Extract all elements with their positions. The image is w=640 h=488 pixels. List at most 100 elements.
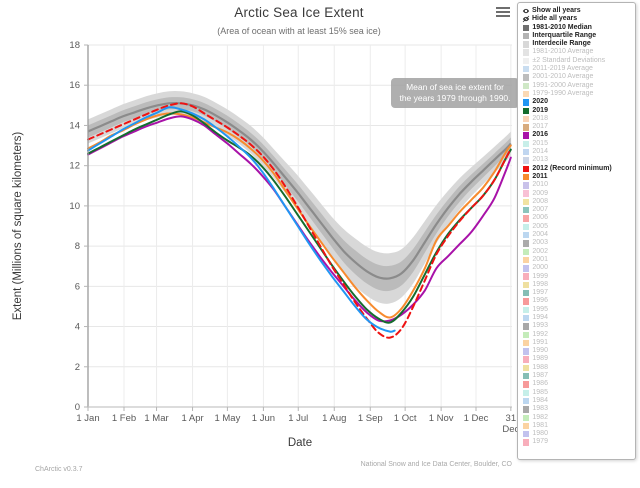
legend-item-2014[interactable]: 2014 [522, 148, 635, 156]
legend-item-1981-2010-median[interactable]: 1981-2010 Median [522, 24, 635, 32]
legend-item-1984[interactable]: 1984 [522, 397, 635, 405]
legend-item-label: 1999 [532, 272, 548, 280]
legend-swatch [523, 165, 530, 172]
legend-swatch [523, 397, 530, 405]
legend-item-1995[interactable]: 1995 [522, 306, 635, 314]
legend-item-2005[interactable]: 2005 [522, 223, 635, 231]
legend-item-1996[interactable]: 1996 [522, 297, 635, 305]
legend-item-2020[interactable]: 2020 [522, 98, 635, 106]
y-tick-label: 0 [75, 402, 80, 413]
legend-item-label: 1986 [532, 380, 548, 388]
legend-item-2017[interactable]: 2017 [522, 123, 635, 131]
legend-item-1990[interactable]: 1990 [522, 347, 635, 355]
export-menu-button[interactable] [496, 7, 512, 20]
legend-item-label: 2019 [532, 106, 548, 114]
legend-swatch [523, 57, 530, 65]
legend-swatch [523, 107, 530, 114]
legend-item-2-standard-deviations[interactable]: ±2 Standard Deviations [522, 57, 635, 65]
legend-item-1986[interactable]: 1986 [522, 380, 635, 388]
legend-item-2015[interactable]: 2015 [522, 140, 635, 148]
x-tick-label: 1 Mar [144, 413, 168, 424]
legend-swatch [523, 298, 530, 305]
legend-swatch [523, 132, 530, 139]
legend-item-2001-2010-average[interactable]: 2001-2010 Average [522, 73, 635, 81]
legend-swatch [523, 198, 530, 206]
legend-item-interquartile-range[interactable]: Interquartile Range [522, 32, 635, 40]
legend-swatch [523, 439, 530, 446]
legend-item-1988[interactable]: 1988 [522, 364, 635, 372]
legend-item-2018[interactable]: 2018 [522, 115, 635, 123]
legend-item-1979-1990-average[interactable]: 1979-1990 Average [522, 90, 635, 98]
y-tick-label: 16 [69, 80, 80, 91]
x-tick-label: 1 Sep [358, 413, 383, 424]
legend-item-2003[interactable]: 2003 [522, 239, 635, 247]
legend-item-hide-all-years[interactable]: Hide all years [522, 15, 635, 23]
legend-swatch [523, 74, 530, 81]
x-tick-label: 1 Dec [464, 413, 489, 424]
legend-item-label: 1994 [532, 313, 548, 321]
legend-item-1992[interactable]: 1992 [522, 331, 635, 339]
legend-item-label: 1998 [532, 280, 548, 288]
legend-item-1998[interactable]: 1998 [522, 281, 635, 289]
legend-swatch [523, 223, 530, 231]
legend-item-2001[interactable]: 2001 [522, 256, 635, 264]
legend-item-2019[interactable]: 2019 [522, 107, 635, 115]
legend-swatch [523, 124, 530, 131]
legend-item-label: 1979 [532, 438, 548, 446]
legend-item-1997[interactable]: 1997 [522, 289, 635, 297]
legend-item-1991-2000-average[interactable]: 1991-2000 Average [522, 82, 635, 90]
legend-item-label: 1981 [532, 421, 548, 429]
x-axis-title: Date [287, 437, 313, 449]
legend-item-2012-record-minimum[interactable]: 2012 (Record minimum) [522, 165, 635, 173]
legend-item-label: Show all years [532, 7, 581, 14]
legend-item-1987[interactable]: 1987 [522, 372, 635, 380]
legend-item-label: 2014 [532, 148, 548, 156]
legend-item-1981-2010-average[interactable]: 1981-2010 Average [522, 48, 635, 56]
legend-item-label: Hide all years [532, 15, 578, 23]
legend-item-label: 2000 [532, 264, 548, 272]
legend-item-label: 2011 [532, 172, 548, 180]
legend-item-1979[interactable]: 1979 [522, 438, 635, 446]
legend-item-show-all-years[interactable]: Show all years [522, 7, 635, 15]
legend-item-label: 1995 [532, 305, 548, 313]
legend-item-2006[interactable]: 2006 [522, 214, 635, 222]
legend-swatch [523, 356, 530, 363]
legend-item-label: 1996 [532, 297, 548, 305]
legend-item-1980[interactable]: 1980 [522, 430, 635, 438]
legend-swatch [523, 140, 530, 148]
legend-item-2016[interactable]: 2016 [522, 131, 635, 139]
legend-item-2011-2019-average[interactable]: 2011-2019 Average [522, 65, 635, 73]
series-line-2020 [87, 106, 396, 333]
legend-item-2000[interactable]: 2000 [522, 264, 635, 272]
legend-item-2007[interactable]: 2007 [522, 206, 635, 214]
legend-item-2002[interactable]: 2002 [522, 248, 635, 256]
legend-item-1983[interactable]: 1983 [522, 405, 635, 413]
legend-item-2013[interactable]: 2013 [522, 156, 635, 164]
legend-item-1985[interactable]: 1985 [522, 389, 635, 397]
y-tick-label: 4 [75, 322, 80, 333]
eye-icon [522, 7, 530, 15]
legend-swatch [523, 248, 530, 255]
legend-item-1999[interactable]: 1999 [522, 273, 635, 281]
x-tick-label: 1 Apr [181, 413, 203, 424]
legend-item-2008[interactable]: 2008 [522, 198, 635, 206]
tooltip-line-1: Mean of sea ice extent for [406, 82, 504, 92]
legend-item-2009[interactable]: 2009 [522, 190, 635, 198]
legend-item-label: 2010 [532, 181, 548, 189]
legend-item-1993[interactable]: 1993 [522, 322, 635, 330]
legend-item-2010[interactable]: 2010 [522, 181, 635, 189]
legend-item-2011[interactable]: 2011 [522, 173, 635, 181]
legend-item-label: 2018 [532, 114, 548, 122]
legend-item-1981[interactable]: 1981 [522, 422, 635, 430]
legend-item-label: 2017 [532, 123, 548, 131]
legend-item-2004[interactable]: 2004 [522, 231, 635, 239]
legend-swatch [523, 364, 530, 372]
legend-item-interdecile-range[interactable]: Interdecile Range [522, 40, 635, 48]
legend-item-1982[interactable]: 1982 [522, 414, 635, 422]
legend-item-1991[interactable]: 1991 [522, 339, 635, 347]
legend-item-1989[interactable]: 1989 [522, 355, 635, 363]
legend-swatch [523, 265, 530, 272]
legend-swatch [523, 90, 530, 98]
legend-item-1994[interactable]: 1994 [522, 314, 635, 322]
